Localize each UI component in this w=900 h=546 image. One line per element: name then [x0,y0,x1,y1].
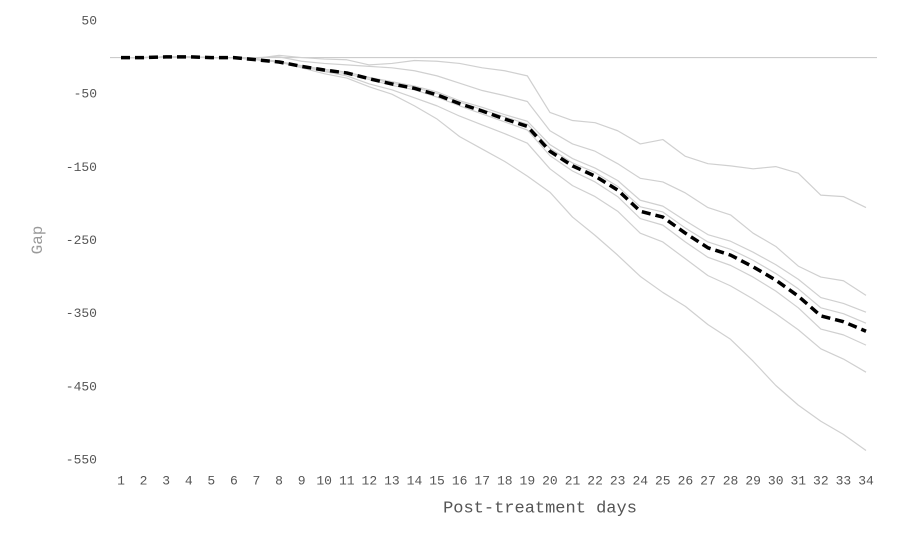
x-tick-label: 5 [207,473,215,488]
x-tick-label: 23 [610,473,626,488]
placebo-line [121,56,867,296]
x-tick-label: 16 [452,473,468,488]
y-tick-label: -450 [66,379,97,394]
x-tick-label: 10 [316,473,332,488]
x-tick-label: 9 [298,473,306,488]
x-tick-label: 17 [474,473,490,488]
placebo-line [121,56,867,346]
x-tick-label: 11 [339,473,355,488]
main-line [121,55,867,333]
placebo-line [121,56,867,313]
placebo-line [121,56,867,324]
x-tick-label: 28 [723,473,739,488]
x-tick-label: 8 [275,473,283,488]
x-tick-label: 27 [700,473,716,488]
x-tick-label: 14 [407,473,423,488]
x-tick-label: 34 [858,473,874,488]
x-tick-label: 18 [497,473,513,488]
x-tick-label: 25 [655,473,671,488]
x-tick-label: 1 [117,473,125,488]
y-tick-label: -50 [74,87,97,102]
y-tick-label: -350 [66,306,97,321]
x-tick-label: 32 [813,473,829,488]
placebo-line [121,54,867,209]
x-tick-label: 30 [768,473,784,488]
y-tick-label: -550 [66,452,97,467]
x-tick-label: 12 [362,473,378,488]
y-tick-label: 50 [81,13,97,28]
placebo-line [121,56,867,451]
x-tick-label: 13 [384,473,400,488]
y-tick-label: -250 [66,233,97,248]
x-tick-label: 29 [745,473,761,488]
x-tick-label: 2 [140,473,148,488]
x-tick-label: 24 [632,473,648,488]
x-tick-label: 3 [162,473,170,488]
x-tick-label: 19 [520,473,536,488]
x-axis-label: Post-treatment days [443,499,637,518]
x-tick-label: 6 [230,473,238,488]
x-tick-label: 26 [678,473,694,488]
x-tick-label: 31 [790,473,806,488]
x-tick-label: 21 [565,473,581,488]
placebo-line [121,56,867,373]
y-tick-label: -150 [66,160,97,175]
x-tick-label: 7 [253,473,261,488]
x-tick-label: 15 [429,473,445,488]
x-tick-label: 22 [587,473,603,488]
x-tick-label: 20 [542,473,558,488]
x-tick-label: 33 [836,473,852,488]
y-axis-label: Gap [29,226,47,255]
x-tick-label: 4 [185,473,193,488]
